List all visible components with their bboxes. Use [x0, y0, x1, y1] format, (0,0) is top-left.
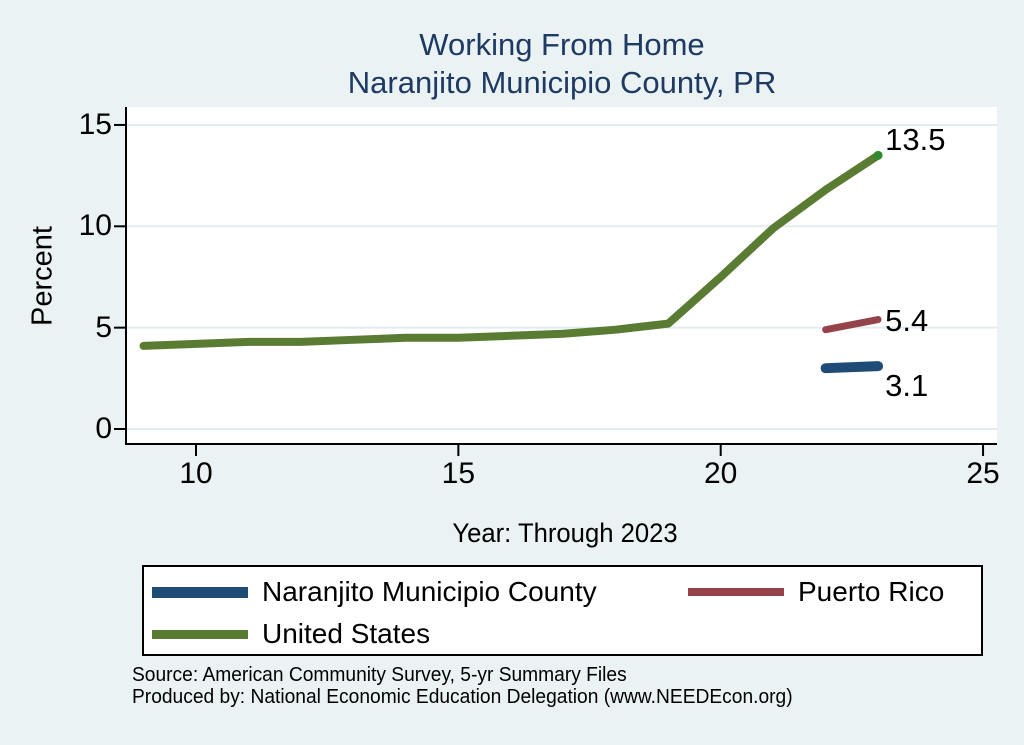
x-tick-label-10: 10	[179, 457, 213, 490]
legend-label-naranjito-municipio-county: Naranjito Municipio County	[262, 576, 597, 607]
x-tick-label-15: 15	[441, 457, 476, 490]
legend-swatch-united-states	[152, 629, 248, 639]
chart-title-line2: Naranjito Municipio County, PR	[347, 65, 777, 100]
series-end-label-0: 3.1	[885, 368, 929, 404]
chart-title-line1: Working From Home	[419, 27, 705, 62]
source-line: Source: American Community Survey, 5-yr …	[132, 664, 627, 686]
produced-by-line: Produced by: National Economic Education…	[132, 686, 793, 708]
series-end-label-1: 5.4	[885, 302, 929, 338]
legend-item-puerto-rico: Puerto Rico	[688, 576, 981, 608]
legend-item-united-states: United States	[152, 618, 688, 650]
y-axis-label: Percent	[26, 226, 59, 326]
y-tick-label-0: 0	[95, 412, 112, 445]
legend: Naranjito Municipio County Puerto Rico U…	[142, 565, 983, 656]
x-tick-label-25: 25	[966, 457, 1000, 490]
source-block: Source: American Community Survey, 5-yr …	[132, 664, 793, 708]
legend-swatch-puerto-rico	[688, 588, 784, 596]
legend-swatch-naranjito-municipio-county	[152, 586, 248, 598]
y-tick-label-5: 5	[95, 310, 112, 344]
y-tick-label-15: 15	[78, 107, 112, 141]
chart-title: Working From Home Naranjito Municipio Co…	[348, 26, 776, 102]
legend-label-puerto-rico: Puerto Rico	[798, 576, 945, 607]
legend-label-united-states: United States	[262, 618, 431, 649]
legend-item-naranjito-municipio-county: Naranjito Municipio County	[152, 576, 688, 608]
x-tick-label-20: 20	[704, 457, 738, 490]
x-axis-label: Year: Through 2023	[452, 518, 678, 548]
series-end-label-2: 13.5	[885, 122, 946, 158]
y-tick-label-10: 10	[78, 209, 112, 243]
